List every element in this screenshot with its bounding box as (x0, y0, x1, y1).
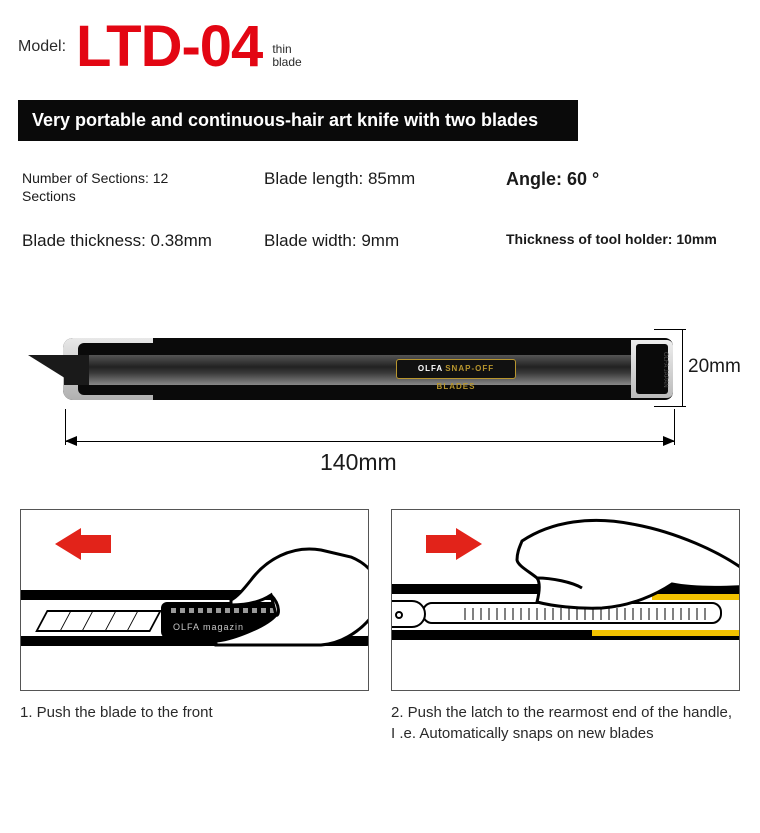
brand-text: OLFA (418, 364, 443, 373)
instruction-panels: OLFA magazin 1. Push the blade to the fr… (0, 491, 760, 744)
knife-diagram: OLFA JAPAN OLFASNAP-OFF BLADES 20mm 140m… (0, 301, 760, 491)
dimension-width: 140mm (320, 449, 397, 476)
specs-grid: Number of Sections: 12 Sections Blade le… (0, 141, 760, 261)
panel-2 (391, 509, 740, 691)
arrow-left-icon (55, 528, 81, 560)
header: Model: LTD-04 thin blade (0, 0, 760, 84)
hand-icon (482, 516, 740, 656)
arrow-right-icon (456, 528, 482, 560)
panel-2-caption: 2. Push the latch to the rearmost end of… (391, 691, 740, 744)
dimension-width-line (65, 441, 675, 442)
panel-1-wrap: OLFA magazin 1. Push the blade to the fr… (20, 509, 369, 744)
panel-1: OLFA magazin (20, 509, 369, 691)
spec-angle: Angle: 60 ° (506, 169, 738, 205)
subtype-line2: blade (272, 56, 301, 69)
dimension-height-line (682, 329, 683, 407)
knife-brand-label: OLFASNAP-OFF BLADES (396, 359, 516, 379)
spec-blade-length: Blade length: 85mm (264, 169, 496, 205)
model-subtype: thin blade (272, 25, 301, 69)
knife-side-text: OLFA JAPAN (636, 344, 668, 394)
dimension-height: 20mm (688, 356, 741, 378)
spec-blade-width: Blade width: 9mm (264, 231, 496, 251)
panel-1-caption: 1. Push the blade to the front (20, 691, 369, 723)
model-label: Model: (18, 38, 66, 56)
spec-sections: Number of Sections: 12 Sections (22, 169, 202, 205)
model-number: LTD-04 (76, 18, 262, 76)
description-banner: Very portable and continuous-hair art kn… (18, 100, 578, 141)
hand-icon (171, 545, 369, 655)
spec-holder-thickness: Thickness of tool holder: 10mm (506, 231, 738, 251)
spec-blade-thickness: Blade thickness: 0.38mm (22, 231, 254, 251)
panel-2-wrap: 2. Push the latch to the rearmost end of… (391, 509, 740, 744)
knife-illustration: OLFA JAPAN OLFASNAP-OFF BLADES (28, 333, 678, 405)
